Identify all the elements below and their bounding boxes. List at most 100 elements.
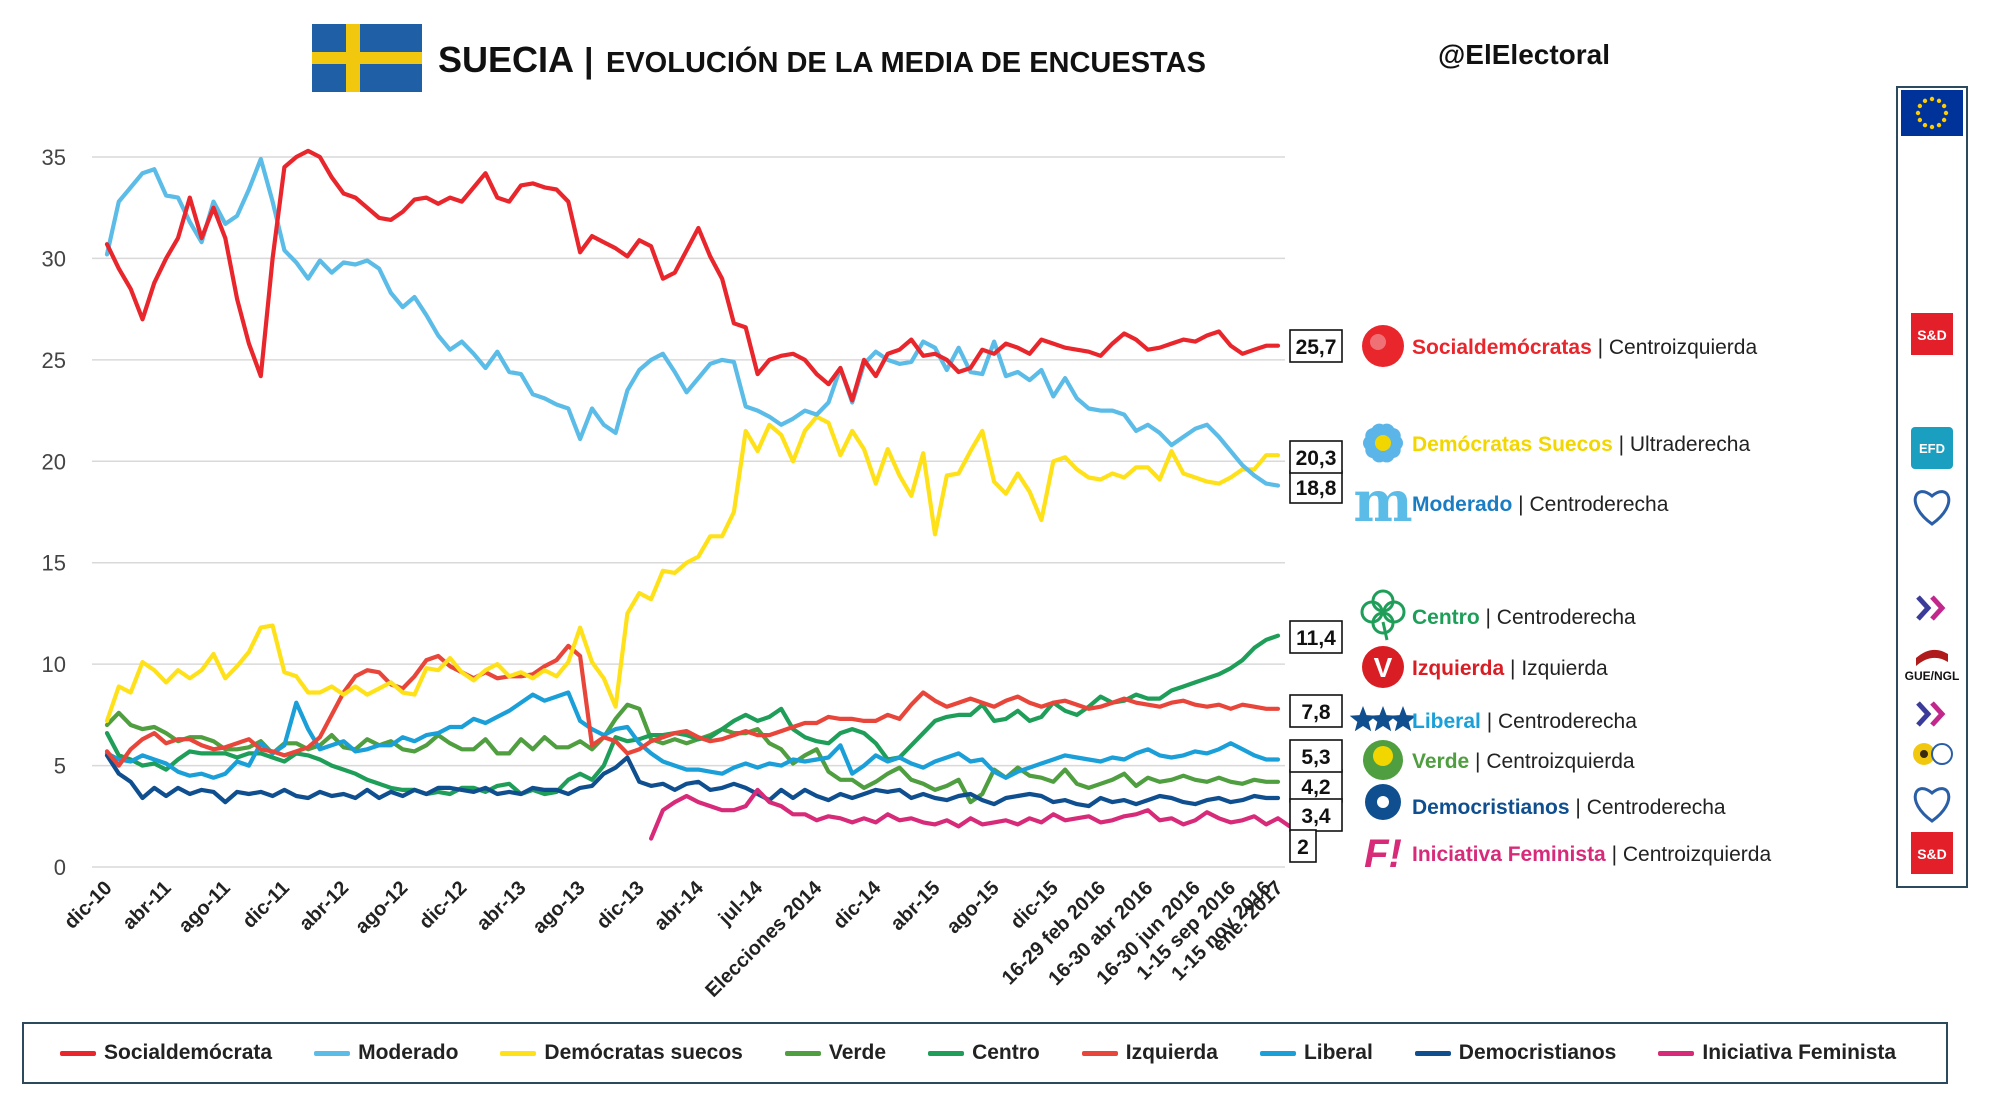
legend-item: Verde — [784, 1041, 886, 1065]
legend-swatch — [1081, 1050, 1118, 1056]
legend-swatch — [1658, 1050, 1695, 1056]
series-line-socialdemócrata — [104, 148, 1281, 403]
sd-icon — [1911, 832, 1953, 874]
x-tick-label: abr-13 — [473, 877, 531, 935]
x-tick-label: jul-14 — [714, 876, 768, 930]
legend-label: Moderado — [358, 1041, 459, 1064]
series-line-moderado — [104, 156, 1281, 488]
chevron-icon — [1916, 701, 1932, 727]
eu-star-icon — [1929, 96, 1935, 102]
party-label: Centro | Centroderecha — [1412, 606, 1636, 629]
clover-leaf-icon — [1371, 589, 1395, 613]
party-ideology: Centroderecha — [1587, 796, 1726, 819]
chart-legend: Socialdemócrata Moderado Demócratas suecos… — [22, 1022, 1948, 1084]
party-ideology: Centroizquierda — [1623, 843, 1772, 866]
clover-leaf-icon — [1360, 600, 1384, 624]
eu-star-icon — [1915, 110, 1921, 116]
star-icon — [1349, 706, 1377, 732]
party-labels: Socialdemócratas | Centroizquierda Demócr… — [1349, 325, 1772, 876]
end-value-label: 4,2 — [1301, 776, 1330, 799]
flower-center-icon — [1375, 435, 1391, 451]
eu-star-icon — [1936, 98, 1942, 104]
rose-petal-icon — [1370, 334, 1386, 350]
y-tick-label: 5 — [54, 754, 66, 779]
heart-icon — [1913, 490, 1951, 526]
alde-chevron-logo — [1916, 701, 1946, 727]
efd-text: EFD — [1919, 441, 1945, 456]
party-name: Centro — [1412, 606, 1480, 629]
gue-ngl-logo: GUE/NGL — [1905, 649, 1960, 683]
sd-text: S&D — [1917, 846, 1947, 862]
party-name: Moderado — [1412, 493, 1512, 516]
legend-item: Centro — [928, 1041, 1040, 1065]
legend-swatch — [784, 1050, 821, 1056]
sd-icon — [1911, 313, 1953, 355]
fi-logo: F! — [1364, 832, 1402, 876]
x-tick-label: dic-10 — [60, 877, 116, 933]
party-ideology: Izquierda — [1521, 657, 1608, 680]
series-line-demócratas-suecos — [104, 414, 1281, 724]
party-separator: | — [1613, 433, 1630, 456]
sd-group-logo: S&D — [1911, 313, 1953, 355]
heart-icon — [1913, 787, 1951, 823]
party-ideology: Centroizquierda — [1486, 750, 1635, 773]
sun-logo — [1363, 740, 1403, 780]
sd-group-logo: S&D — [1911, 832, 1953, 874]
alde-chevron-logo — [1916, 595, 1946, 621]
legend-swatch — [1414, 1050, 1451, 1056]
gue-flag-icon — [1916, 649, 1948, 666]
y-tick-label: 30 — [42, 246, 66, 271]
x-tick-label: ago-15 — [943, 877, 1004, 938]
chevron-icon — [1930, 701, 1946, 727]
end-value-label: 18,8 — [1296, 477, 1337, 500]
legend-item: Democristianos — [1414, 1041, 1616, 1065]
end-value-box — [1289, 470, 1343, 504]
party-separator: | — [1481, 710, 1498, 733]
series-line-liberal — [104, 690, 1281, 780]
x-tick-label: abr-12 — [295, 877, 353, 935]
end-value-box — [1289, 694, 1343, 728]
chevron-icon — [1916, 595, 1932, 621]
party-separator: | — [1504, 657, 1521, 680]
party-label: Democristianos | Centroderecha — [1412, 796, 1726, 819]
y-tick-label: 35 — [42, 145, 66, 170]
x-tick-label: ago-13 — [529, 877, 590, 938]
party-label: Izquierda | Izquierda — [1412, 657, 1608, 680]
party-label: Moderado | Centroderecha — [1412, 493, 1669, 516]
legend-swatch — [60, 1050, 96, 1056]
party-ideology: Centroderecha — [1497, 606, 1636, 629]
end-value-label: 20,3 — [1296, 447, 1337, 470]
star-logo — [1349, 706, 1417, 732]
legend-label: Demócratas suecos — [544, 1041, 743, 1064]
rose-logo — [1362, 325, 1404, 367]
end-value-box — [1289, 829, 1317, 863]
end-value-box — [1289, 329, 1343, 363]
gue-text: GUE/NGL — [1905, 669, 1960, 683]
clover-logo — [1360, 589, 1406, 641]
y-tick-label: 0 — [54, 855, 66, 880]
end-value-labels: 25,7 18,8 20,3 4,2 11,4 7,8 5,3 3,4 2 — [1289, 329, 1343, 863]
epp-heart-logo — [1913, 787, 1951, 823]
party-name: Izquierda — [1412, 657, 1505, 680]
party-name: Democristianos — [1412, 796, 1570, 819]
party-name: Socialdemócratas — [1412, 336, 1592, 359]
eu-star-icon — [1941, 103, 1947, 109]
party-separator: | — [1469, 750, 1486, 773]
m-logo: m — [1353, 469, 1412, 535]
flower-logo — [1363, 423, 1403, 463]
eu-star-icon — [1941, 117, 1947, 123]
series-lines — [104, 148, 1292, 841]
party-separator: | — [1606, 843, 1623, 866]
kd-logo — [1365, 784, 1401, 820]
eu-star-icon — [1917, 103, 1923, 109]
efd-group-logo: EFD — [1911, 427, 1953, 469]
clover-stem-icon — [1381, 621, 1389, 641]
clover-leaf-icon — [1382, 600, 1406, 624]
end-value-label: 7,8 — [1301, 701, 1331, 724]
party-name: Verde — [1412, 750, 1469, 773]
party-label: Socialdemócratas | Centroizquierda — [1412, 336, 1757, 359]
legend-swatch — [1259, 1050, 1296, 1056]
x-tick-label: abr-15 — [887, 877, 945, 935]
